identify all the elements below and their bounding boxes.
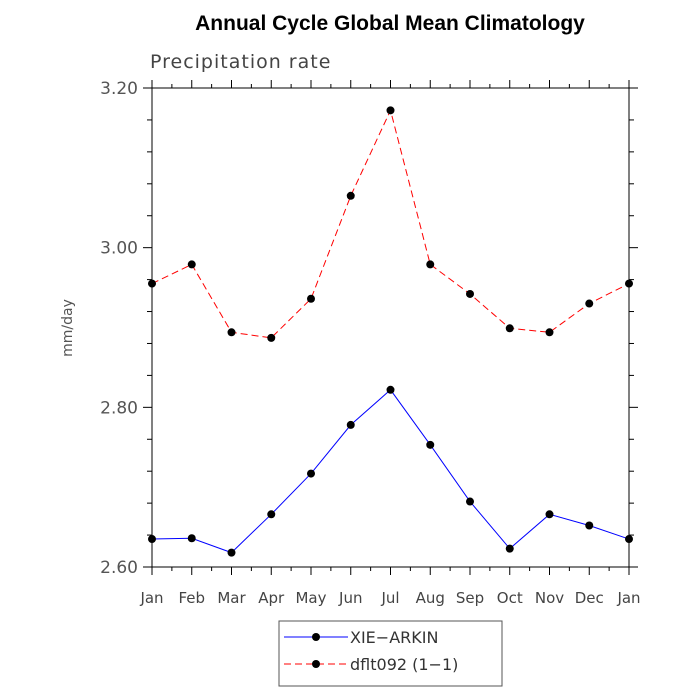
legend-marker-0 xyxy=(312,633,320,641)
series-layer xyxy=(148,106,633,557)
x-tick-label: Sep xyxy=(456,589,484,607)
chart-subtitle: Precipitation rate xyxy=(150,51,331,73)
series-0-point xyxy=(267,510,276,519)
y-axis-label: mm/day xyxy=(60,299,76,357)
legend-items: XIE−ARKIN dflt092 (1−1) xyxy=(284,628,458,674)
x-tick-label: Mar xyxy=(217,589,246,607)
series-0-point xyxy=(148,535,156,544)
plot-area: Jan Feb Mar Apr May Jun Jul Aug Sep Oct Nov Dec Jan2… xyxy=(100,79,640,607)
series-1-point xyxy=(267,333,276,342)
chart-title: Annual Cycle Global Mean Climatology xyxy=(195,12,585,35)
x-tick-label: Feb xyxy=(178,589,205,607)
series-1-point xyxy=(466,289,474,298)
x-tick-label: Nov xyxy=(535,589,564,607)
series-1-point xyxy=(346,191,355,200)
series-line-0 xyxy=(151,389,630,554)
plot-frame xyxy=(151,87,630,568)
x-tick-label: Jan xyxy=(139,589,163,607)
legend-box xyxy=(278,620,503,687)
series-0-point xyxy=(426,440,435,449)
legend-marker-1 xyxy=(312,660,320,668)
series-1-point xyxy=(426,260,435,269)
x-tick-label: Aug xyxy=(416,589,445,607)
y-tick-label: 3.00 xyxy=(100,239,138,259)
series-1-point xyxy=(585,299,594,308)
legend-label-0: XIE−ARKIN xyxy=(350,628,438,647)
legend: XIE−ARKIN dflt092 (1−1) xyxy=(278,620,503,687)
series-0-point xyxy=(585,521,594,530)
series-line-1 xyxy=(151,108,630,339)
series-1-point xyxy=(505,324,514,333)
series-1-point xyxy=(307,294,315,303)
x-tick-label: Jun xyxy=(338,589,362,607)
series-0-point xyxy=(466,497,474,506)
x-tick-label: Jul xyxy=(380,589,399,607)
series-0-point xyxy=(346,420,355,429)
series-0-point xyxy=(307,469,315,478)
y-tick-label: 2.80 xyxy=(100,398,138,418)
series-1-point xyxy=(545,328,554,337)
series-0-point xyxy=(386,385,395,394)
series-1-point xyxy=(187,260,196,269)
series-1-point xyxy=(625,279,633,288)
series-0-point xyxy=(187,534,196,543)
y-tick-label: 3.20 xyxy=(100,79,138,99)
series-0-point xyxy=(625,535,633,544)
series-1-point xyxy=(386,106,395,115)
y-tick-label: 2.60 xyxy=(100,558,138,578)
series-0-point xyxy=(505,544,514,553)
x-tick-label: Oct xyxy=(497,589,523,607)
x-tick-label: Dec xyxy=(575,589,604,607)
series-0-point xyxy=(227,548,236,557)
x-tick-label: May xyxy=(295,589,326,607)
series-1-point xyxy=(227,328,236,337)
x-tick-label: Apr xyxy=(258,589,285,607)
x-tick-label: Jan xyxy=(616,589,640,607)
series-0-point xyxy=(545,510,554,519)
series-1-point xyxy=(148,279,156,288)
legend-label-1: dflt092 (1−1) xyxy=(350,655,458,674)
